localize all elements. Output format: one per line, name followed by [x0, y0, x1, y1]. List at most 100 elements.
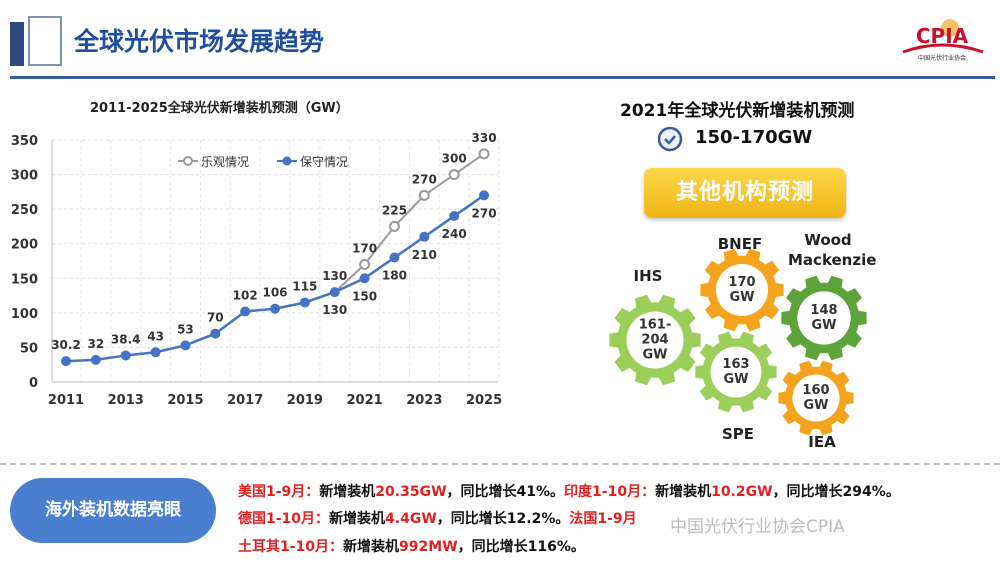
conservative-data-label: 38.4 — [111, 332, 141, 346]
y-tick-label: 250 — [11, 203, 38, 218]
optimistic-point — [418, 189, 430, 201]
conservative-point — [419, 231, 430, 242]
gears-diagram — [609, 248, 867, 436]
y-tick-label: 200 — [11, 238, 38, 253]
optimistic-point — [478, 148, 490, 160]
conservative-point — [210, 328, 221, 339]
gear-center — [797, 291, 851, 345]
conservative-point — [180, 340, 191, 351]
header-divider — [10, 76, 995, 79]
conservative-data-label: 32 — [88, 337, 105, 351]
optimistic-data-label: 270 — [412, 172, 437, 186]
gear-center — [792, 374, 840, 422]
conservative-data-label: 106 — [262, 286, 287, 300]
page-title: 全球光伏市场发展趋势 — [74, 27, 325, 56]
optimistic-line — [334, 153, 485, 293]
x-tick-label: 2021 — [347, 393, 383, 408]
overseas-line-2: 德国1-10月：新增装机4.4GW，同比增长12.2%。法国1-9月 — [238, 508, 637, 528]
overseas-text: 992MW — [399, 539, 458, 555]
conservative-point — [120, 350, 131, 361]
gear-value: 163 GW — [722, 357, 750, 387]
overseas-text: 美国1-9月： — [238, 484, 320, 500]
overseas-text: 新增装机 — [329, 511, 386, 527]
conservative-point — [299, 297, 310, 308]
conservative-data-label: 115 — [292, 279, 317, 293]
legend-optimistic-marker — [183, 156, 193, 166]
conservative-point — [270, 303, 281, 314]
overseas-label: 海外装机数据亮眼 — [10, 478, 216, 543]
x-tick-label: 2011 — [48, 393, 84, 408]
overseas-text: 新增装机 — [319, 484, 376, 500]
plot-area — [52, 140, 498, 382]
conservative-point — [329, 287, 340, 298]
gear-label: SPE — [721, 425, 755, 443]
conservative-point — [359, 273, 370, 284]
watermark: 中国光伏行业协会CPIA — [670, 517, 845, 537]
conservative-data-label: 150 — [352, 289, 377, 303]
check-circle-icon — [657, 126, 683, 152]
x-tick-label: 2023 — [406, 393, 442, 408]
header-decoration — [10, 22, 24, 66]
other-forecasts-button[interactable]: 其他机构预测 — [644, 168, 846, 218]
optimistic-point — [359, 258, 371, 270]
overseas-text: ，同比增长116%。 — [457, 539, 585, 555]
conservative-point — [389, 252, 400, 263]
legend-conservative-marker — [282, 156, 292, 166]
gear-center — [715, 263, 769, 317]
conservative-point — [150, 347, 161, 358]
conservative-data-label: 70 — [207, 311, 224, 325]
overseas-text: 土耳其1-10月： — [238, 539, 344, 555]
optimistic-point — [388, 220, 400, 232]
x-tick-label: 2017 — [227, 393, 263, 408]
x-tick-label: 2015 — [167, 393, 203, 408]
chart-title: 2011-2025全球光伏新增装机预测（GW） — [90, 101, 349, 116]
gear-center — [626, 311, 684, 369]
overseas-text: 新增装机 — [655, 484, 712, 500]
gear-label: Wood Mackenzie — [788, 231, 877, 269]
gear-center — [710, 346, 762, 398]
conservative-point — [449, 211, 460, 222]
optimistic-point — [448, 169, 460, 181]
conservative-data-label: 210 — [412, 248, 437, 262]
gear-label: IEA — [808, 433, 836, 451]
legend-conservative-label: 保守情况 — [300, 155, 348, 169]
gear-label: BNEF — [717, 235, 763, 253]
overseas-text: 4.4GW — [385, 511, 437, 527]
y-tick-label: 150 — [11, 272, 38, 287]
conservative-data-label: 43 — [147, 329, 164, 343]
legend-optimistic-label: 乐观情况 — [201, 155, 249, 169]
gear-value: 148 GW — [810, 303, 838, 333]
overseas-text: ，同比增长41%。 — [446, 484, 565, 500]
gear-label: IHS — [633, 267, 663, 285]
x-tick-label: 2025 — [466, 393, 502, 408]
y-tick-label: 0 — [29, 376, 38, 391]
line-chart: 0 50 100 150 200 250 300 350 2011 2013 2015 2017 201… — [11, 131, 502, 408]
gear-value: 161-204 GW — [638, 317, 672, 363]
gear-value: 170 GW — [728, 275, 756, 305]
y-tick-label: 350 — [11, 134, 38, 149]
svg-text:中国光伏行业协会: 中国光伏行业协会 — [918, 54, 966, 62]
conservative-data-label: 270 — [472, 206, 497, 220]
conservative-data-label: 130 — [322, 303, 347, 317]
gear-value: 160 GW — [802, 383, 830, 413]
overseas-text: 法国1-9月 — [569, 511, 637, 527]
conservative-data-label: 30.2 — [51, 338, 81, 352]
overseas-text: 德国1-10月： — [238, 511, 330, 527]
overseas-text: 20.35GW — [375, 484, 447, 500]
overseas-text: 10.2GW — [711, 484, 773, 500]
section-divider — [0, 463, 1000, 465]
forecast-title: 2021年全球光伏新增装机预测 — [620, 101, 855, 121]
optimistic-data-label: 225 — [382, 203, 407, 217]
conservative-data-label: 53 — [177, 322, 194, 336]
conservative-data-label: 240 — [442, 227, 467, 241]
overseas-text: ，同比增长12.2%。 — [436, 511, 570, 527]
conservative-data-label: 180 — [382, 269, 407, 283]
overseas-text: 印度1-10月： — [564, 484, 656, 500]
optimistic-data-label: 300 — [442, 152, 467, 166]
overseas-text: 新增装机 — [343, 539, 400, 555]
conservative-point — [479, 190, 490, 201]
cpia-logo: CPIA 中国光伏行业协会 — [902, 19, 984, 62]
y-tick-label: 50 — [20, 341, 38, 356]
conservative-data-label: 102 — [233, 288, 258, 302]
overseas-line-1: 美国1-9月：新增装机20.35GW，同比增长41%。印度1-10月：新增装机1… — [238, 481, 900, 501]
